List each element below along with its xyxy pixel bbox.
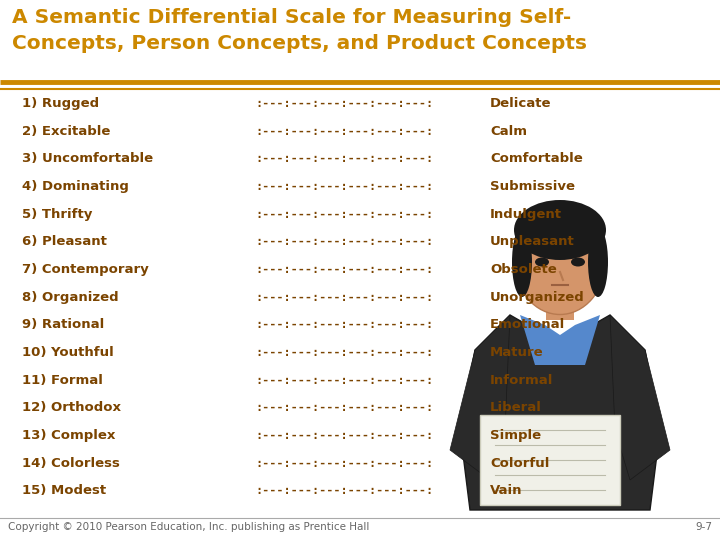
Text: :---:---:---:---:---:---:: :---:---:---:---:---:---: [255,484,433,497]
Text: 13) Complex: 13) Complex [22,429,115,442]
Text: Comfortable: Comfortable [490,152,582,165]
Text: 10) Youthful: 10) Youthful [22,346,114,359]
Text: 9-7: 9-7 [695,522,712,532]
Text: :---:---:---:---:---:---:: :---:---:---:---:---:---: [255,457,433,470]
Text: :---:---:---:---:---:---:: :---:---:---:---:---:---: [255,97,433,110]
Ellipse shape [515,210,605,314]
Text: Unorganized: Unorganized [490,291,585,303]
Text: :---:---:---:---:---:---:: :---:---:---:---:---:---: [255,374,433,387]
Text: :---:---:---:---:---:---:: :---:---:---:---:---:---: [255,263,433,276]
Text: 1) Rugged: 1) Rugged [22,97,99,110]
Text: Obsolete: Obsolete [490,263,557,276]
Text: 7) Contemporary: 7) Contemporary [22,263,149,276]
Text: 12) Orthodox: 12) Orthodox [22,401,121,414]
Text: :---:---:---:---:---:---:: :---:---:---:---:---:---: [255,180,433,193]
Text: 2) Excitable: 2) Excitable [22,125,110,138]
Text: 11) Formal: 11) Formal [22,374,103,387]
Polygon shape [450,315,510,480]
Text: Submissive: Submissive [490,180,575,193]
Text: :---:---:---:---:---:---:: :---:---:---:---:---:---: [255,235,433,248]
Text: Indulgent: Indulgent [490,208,562,221]
Bar [0,0,720,80]
Text: 5) Thrifty: 5) Thrifty [22,208,92,221]
Text: 14) Colorless: 14) Colorless [22,457,120,470]
Text: 3) Uncomfortable: 3) Uncomfortable [22,152,153,165]
Text: Concepts, Person Concepts, and Product Concepts: Concepts, Person Concepts, and Product C… [12,34,587,53]
Text: :---:---:---:---:---:---:: :---:---:---:---:---:---: [255,125,433,138]
Text: :---:---:---:---:---:---:: :---:---:---:---:---:---: [255,429,433,442]
Text: Informal: Informal [490,374,554,387]
Text: :---:---:---:---:---:---:: :---:---:---:---:---:---: [255,152,433,165]
Text: 6) Pleasant: 6) Pleasant [22,235,107,248]
Polygon shape [520,315,600,365]
Text: :---:---:---:---:---:---:: :---:---:---:---:---:---: [255,346,433,359]
Ellipse shape [571,258,585,267]
FancyBboxPatch shape [546,290,574,320]
Text: :---:---:---:---:---:---:: :---:---:---:---:---:---: [255,291,433,303]
Text: Emotional: Emotional [490,319,565,332]
Text: :---:---:---:---:---:---:: :---:---:---:---:---:---: [255,208,433,221]
Text: A Semantic Differential Scale for Measuring Self-: A Semantic Differential Scale for Measur… [12,8,571,27]
Text: Simple: Simple [490,429,541,442]
Polygon shape [610,315,670,480]
Text: Mature: Mature [490,346,544,359]
Text: 15) Modest: 15) Modest [22,484,106,497]
Ellipse shape [535,258,549,267]
Text: 9) Rational: 9) Rational [22,319,104,332]
Ellipse shape [512,227,532,297]
Text: :---:---:---:---:---:---:: :---:---:---:---:---:---: [255,319,433,332]
Text: Unpleasant: Unpleasant [490,235,575,248]
FancyBboxPatch shape [480,415,620,505]
Text: :---:---:---:---:---:---:: :---:---:---:---:---:---: [255,401,433,414]
Polygon shape [460,315,660,510]
Text: 4) Dominating: 4) Dominating [22,180,129,193]
Ellipse shape [514,200,606,260]
Text: Delicate: Delicate [490,97,552,110]
Text: Colorful: Colorful [490,457,549,470]
Text: 8) Organized: 8) Organized [22,291,119,303]
Text: Calm: Calm [490,125,527,138]
Text: Liberal: Liberal [490,401,542,414]
Text: Vain: Vain [490,484,523,497]
Text: Copyright © 2010 Pearson Education, Inc. publishing as Prentice Hall: Copyright © 2010 Pearson Education, Inc.… [8,522,369,532]
Ellipse shape [588,227,608,297]
